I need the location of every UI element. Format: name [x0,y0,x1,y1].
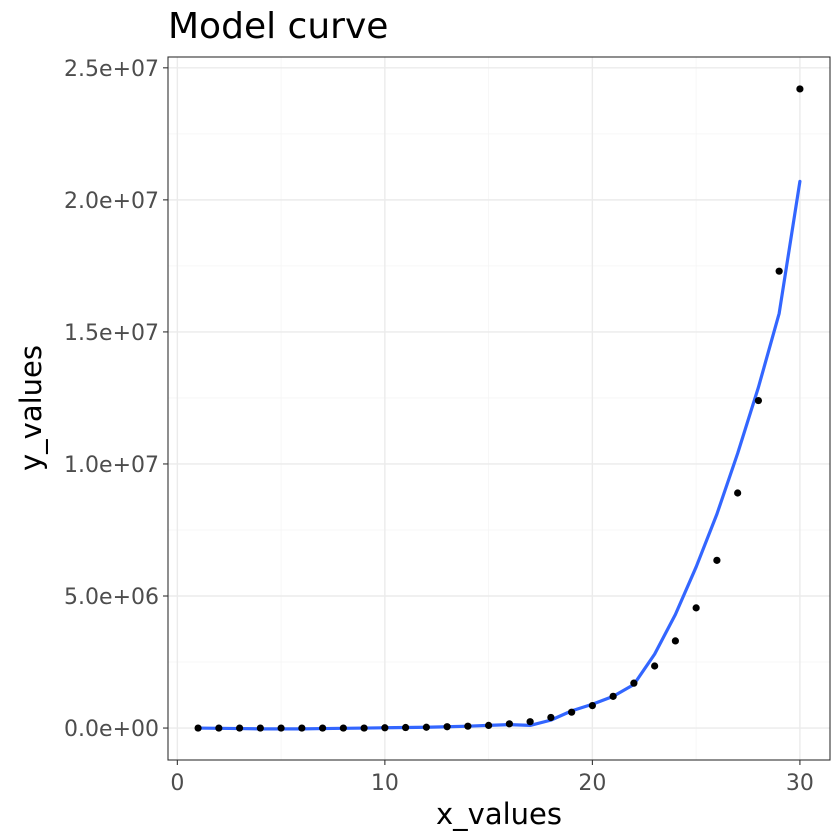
major-grid [168,57,830,760]
data-point [609,692,617,700]
x-tick-label: 20 [578,771,606,796]
x-axis-ticks: 0 10 20 30 [170,760,814,796]
data-point [464,722,472,730]
data-point [796,85,804,93]
y-tick-label: 1.0e+07 [64,453,159,478]
data-point [319,724,327,732]
y-tick-label: 5.0e+06 [64,585,159,610]
model-curve-line [196,179,802,731]
x-tick-label: 0 [170,771,184,796]
data-point [651,662,659,670]
data-point [422,723,430,731]
data-point [339,724,347,732]
minor-grid [168,57,830,760]
series-points-layer [194,85,804,732]
data-point [775,267,783,275]
data-point [754,396,763,405]
data-point [298,724,306,732]
data-point [277,724,285,732]
y-axis-title: y_values [14,345,48,471]
data-point [215,724,223,732]
data-point [235,724,244,732]
data-point [568,708,576,716]
data-point [402,723,410,732]
data-point [381,724,389,732]
x-tick-label: 30 [786,771,814,796]
y-axis-ticks: 0.0e+00 5.0e+06 1.0e+07 1.5e+07 2.0e+07 2.5e+… [64,57,168,742]
data-point [194,724,202,732]
data-point [692,604,700,612]
data-point [505,720,513,728]
x-tick-label: 10 [371,771,399,796]
data-point [443,723,451,731]
data-point [256,724,264,732]
y-tick-label: 2.5e+07 [64,57,159,82]
x-axis-title: x_values [436,797,562,831]
data-point [526,718,534,726]
data-point [671,637,679,645]
data-point [485,721,493,730]
data-point [734,489,742,497]
data-point [588,701,596,710]
y-tick-label: 0.0e+00 [64,717,159,742]
panel-border [167,56,831,761]
y-tick-label: 2.0e+07 [64,189,159,214]
data-point [360,724,368,732]
series-line-layer [196,179,802,731]
data-point [630,679,638,687]
chart-title: Model curve [168,6,388,47]
y-tick-label: 1.5e+07 [64,321,159,346]
data-point [547,713,555,722]
data-point [713,556,721,564]
